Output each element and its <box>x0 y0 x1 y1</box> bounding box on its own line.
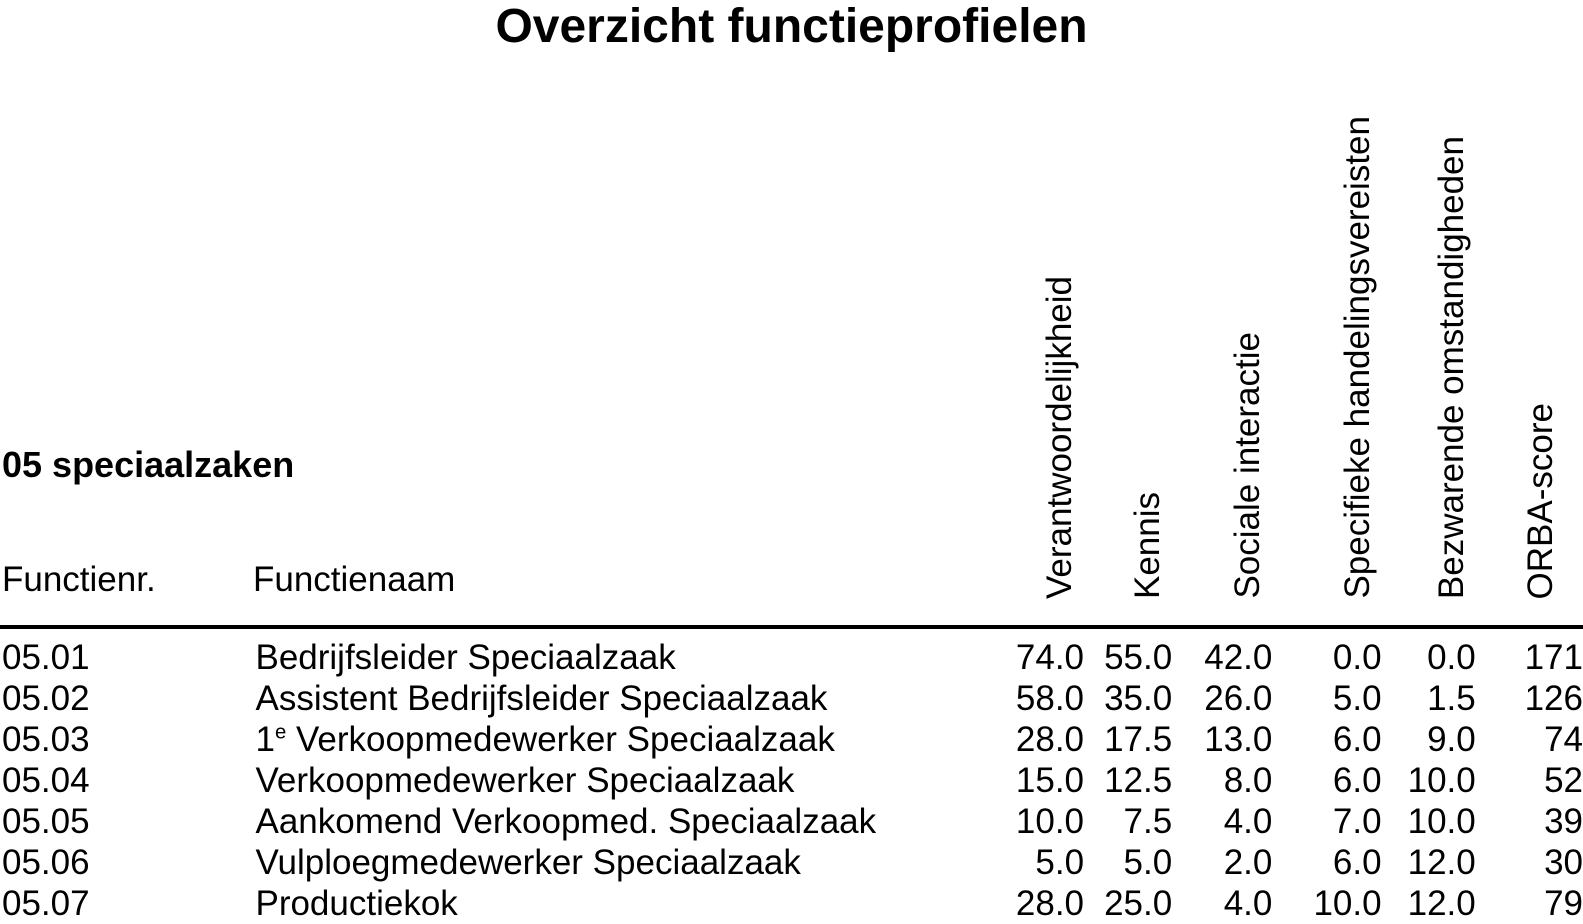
column-header-bezwarende-omstandigheden: Bezwarende omstandigheden <box>1381 54 1476 629</box>
table-row: 05.04 Verkoopmedewerker Speciaalzaak 15.… <box>0 760 1583 801</box>
page-title: Overzicht functieprofielen <box>495 0 1088 53</box>
column-header-sociale-interactie: Sociale interactie <box>1172 54 1273 629</box>
cell-functienaam: Productiekok <box>255 884 458 923</box>
table-row: 05.02 Assistent Bedrijfsleider Speciaalz… <box>0 678 1583 719</box>
vertical-label: Verantwoordelijkheid <box>1040 276 1080 599</box>
cell-sociale-interactie: 26.0 <box>1204 679 1273 718</box>
column-header-orba-score: ORBA-score <box>1475 54 1583 629</box>
cell-specifieke-handelingsvereisten: 5.0 <box>1332 679 1382 718</box>
cell-specifieke-handelingsvereisten: 0.0 <box>1332 638 1382 677</box>
vertical-label: Kennis <box>1128 491 1168 599</box>
vertical-label: ORBA-score <box>1521 402 1560 599</box>
cell-bezwarende-omstandigheden: 12.0 <box>1407 843 1476 882</box>
cell-bezwarende-omstandigheden: 1.5 <box>1427 679 1476 718</box>
cell-functienaam: Vulploegmedewerker Speciaalzaak <box>255 843 801 882</box>
cell-bezwarende-omstandigheden: 0.0 <box>1427 638 1476 677</box>
cell-orba-score: 171 <box>1524 638 1583 677</box>
column-labels: Functienr. Functienaam <box>0 561 1002 599</box>
column-header-kennis: Kennis <box>1084 54 1173 629</box>
cell-sociale-interactie: 2.0 <box>1223 843 1273 882</box>
cell-orba-score: 39 <box>1544 802 1583 841</box>
cell-kennis: 35.0 <box>1104 679 1173 718</box>
cell-verantwoordelijkheid: 10.0 <box>1015 802 1085 841</box>
header-row: 05 speciaalzaken Functienr. Functienaam … <box>0 54 1583 629</box>
cell-sociale-interactie: 42.0 <box>1204 638 1273 677</box>
cell-verantwoordelijkheid: 58.0 <box>1015 679 1085 718</box>
vertical-label: Bezwarende omstandigheden <box>1431 135 1471 599</box>
function-profiles-table: 05 speciaalzaken Functienr. Functienaam … <box>0 54 1583 924</box>
name-rest: Verkoopmedewerker Speciaalzaak <box>286 720 835 759</box>
cell-functienaam: Verkoopmedewerker Speciaalzaak <box>255 761 795 800</box>
name-superscript: e <box>274 721 287 744</box>
cell-functienaam: Assistent Bedrijfsleider Speciaalzaak <box>255 679 828 718</box>
cell-specifieke-handelingsvereisten: 7.0 <box>1332 802 1382 841</box>
cell-specifieke-handelingsvereisten: 6.0 <box>1332 761 1382 800</box>
cell-functienr: 05.01 <box>2 638 90 677</box>
name-prefix: 1 <box>255 720 275 759</box>
cell-specifieke-handelingsvereisten: 6.0 <box>1332 843 1382 882</box>
vertical-label: Sociale interactie <box>1228 332 1268 599</box>
cell-verantwoordelijkheid: 74.0 <box>1015 638 1085 677</box>
cell-orba-score: 52 <box>1544 761 1583 800</box>
cell-orba-score: 79 <box>1544 884 1583 923</box>
left-header-cell: 05 speciaalzaken Functienr. Functienaam <box>0 54 1002 629</box>
cell-verantwoordelijkheid: 28.0 <box>1015 884 1085 923</box>
cell-kennis: 7.5 <box>1123 802 1173 841</box>
cell-orba-score: 126 <box>1524 679 1583 718</box>
cell-functienaam: Bedrijfsleider Speciaalzaak <box>255 638 676 677</box>
table-row: 05.03 1e Verkoopmedewerker Speciaalzaak … <box>0 719 1583 760</box>
cell-verantwoordelijkheid: 28.0 <box>1015 720 1085 759</box>
cell-sociale-interactie: 4.0 <box>1223 884 1273 923</box>
section-title: 05 speciaalzaken <box>2 444 295 485</box>
cell-bezwarende-omstandigheden: 10.0 <box>1407 802 1476 841</box>
cell-verantwoordelijkheid: 15.0 <box>1015 761 1085 800</box>
cell-kennis: 25.0 <box>1104 884 1173 923</box>
cell-functienr: 05.06 <box>2 843 90 882</box>
cell-functienaam: Aankomend Verkoopmed. Speciaalzaak <box>255 802 877 841</box>
cell-functienr: 05.04 <box>2 761 90 800</box>
cell-kennis: 12.5 <box>1104 761 1173 800</box>
functienaam-column-header: Functienaam <box>253 560 456 599</box>
cell-specifieke-handelingsvereisten: 6.0 <box>1332 720 1382 759</box>
cell-kennis: 17.5 <box>1104 720 1173 759</box>
cell-functienr: 05.05 <box>2 802 90 841</box>
cell-functienr: 05.07 <box>2 884 90 923</box>
cell-bezwarende-omstandigheden: 12.0 <box>1407 884 1476 923</box>
column-header-verantwoordelijkheid: Verantwoordelijkheid <box>1001 54 1085 629</box>
cell-verantwoordelijkheid: 5.0 <box>1035 843 1085 882</box>
table-row: 05.01 Bedrijfsleider Speciaalzaak 74.0 5… <box>0 627 1583 678</box>
cell-kennis: 55.0 <box>1104 638 1173 677</box>
cell-specifieke-handelingsvereisten: 10.0 <box>1313 884 1382 923</box>
cell-orba-score: 74 <box>1544 720 1583 759</box>
cell-sociale-interactie: 4.0 <box>1223 802 1273 841</box>
cell-functienr: 05.02 <box>2 679 90 718</box>
cell-functienaam: 1e Verkoopmedewerker Speciaalzaak <box>255 719 1001 760</box>
column-header-specifieke-handelingsvereisten: Specifieke handelingsvereisten <box>1272 54 1382 629</box>
cell-orba-score: 30 <box>1544 843 1583 882</box>
table-row: 05.05 Aankomend Verkoopmed. Speciaalzaak… <box>0 801 1583 842</box>
table-row: 05.06 Vulploegmedewerker Speciaalzaak 5.… <box>0 842 1583 883</box>
cell-sociale-interactie: 8.0 <box>1223 761 1273 800</box>
functienr-column-header: Functienr. <box>2 560 156 599</box>
cell-functienr: 05.03 <box>2 720 90 759</box>
vertical-label: Specifieke handelingsvereisten <box>1337 116 1377 599</box>
table-row: 05.07 Productiekok 28.0 25.0 4.0 10.0 12… <box>0 883 1583 924</box>
cell-sociale-interactie: 13.0 <box>1204 720 1273 759</box>
cell-bezwarende-omstandigheden: 9.0 <box>1427 720 1476 759</box>
cell-bezwarende-omstandigheden: 10.0 <box>1407 761 1476 800</box>
cell-kennis: 5.0 <box>1123 843 1173 882</box>
